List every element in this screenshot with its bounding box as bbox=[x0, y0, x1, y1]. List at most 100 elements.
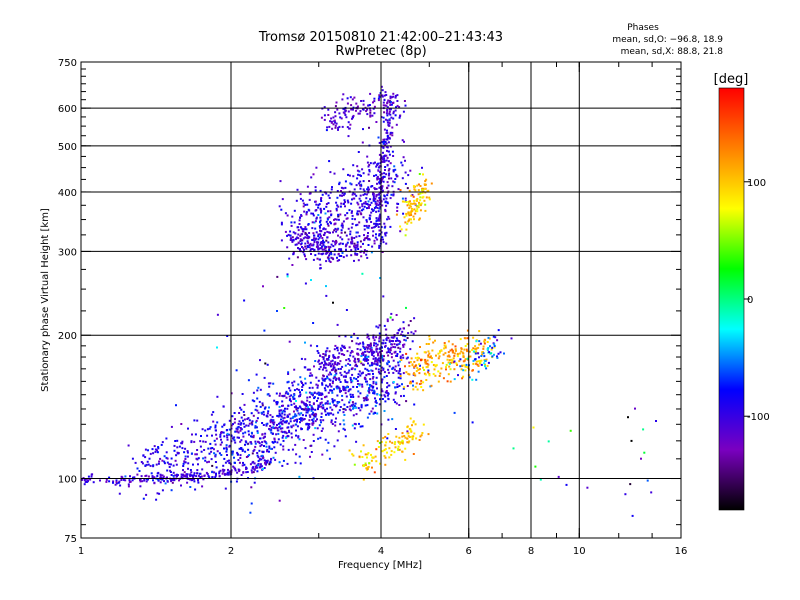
data-point bbox=[298, 455, 301, 458]
data-point bbox=[349, 230, 352, 233]
data-point bbox=[379, 171, 382, 174]
data-point bbox=[342, 389, 345, 392]
data-point bbox=[411, 208, 414, 211]
data-point bbox=[418, 439, 421, 441]
data-point bbox=[351, 424, 354, 427]
data-point bbox=[342, 168, 345, 171]
data-point bbox=[396, 355, 399, 357]
data-point bbox=[411, 202, 414, 205]
data-point bbox=[230, 424, 233, 427]
data-point bbox=[329, 365, 332, 368]
data-point bbox=[405, 201, 408, 203]
data-point bbox=[343, 370, 346, 373]
data-point bbox=[307, 408, 310, 410]
data-point bbox=[243, 403, 246, 406]
data-point bbox=[289, 239, 292, 241]
data-point bbox=[308, 386, 311, 389]
data-point bbox=[368, 169, 371, 171]
data-point bbox=[336, 439, 339, 442]
data-point bbox=[438, 375, 441, 377]
data-point bbox=[336, 394, 339, 397]
data-point bbox=[285, 396, 288, 399]
data-point bbox=[349, 233, 352, 236]
data-point bbox=[398, 436, 401, 439]
data-point bbox=[324, 377, 327, 380]
data-point bbox=[418, 372, 421, 375]
data-point bbox=[372, 209, 375, 212]
data-point bbox=[304, 447, 307, 450]
data-point bbox=[292, 424, 295, 427]
data-point bbox=[341, 194, 343, 197]
data-point bbox=[341, 224, 344, 227]
data-point bbox=[159, 481, 162, 484]
data-point bbox=[382, 238, 384, 241]
data-point bbox=[151, 448, 154, 451]
data-point bbox=[446, 355, 449, 358]
data-point bbox=[338, 183, 341, 186]
data-point bbox=[323, 118, 326, 121]
data-point bbox=[166, 461, 169, 464]
data-point bbox=[291, 381, 294, 384]
data-point bbox=[366, 256, 369, 259]
data-point bbox=[184, 475, 187, 478]
data-point bbox=[407, 212, 410, 215]
data-point bbox=[395, 435, 398, 438]
data-point bbox=[344, 435, 347, 438]
data-point bbox=[416, 366, 419, 369]
data-point bbox=[367, 345, 370, 348]
data-point bbox=[254, 425, 257, 428]
data-point bbox=[418, 203, 421, 206]
data-point bbox=[236, 471, 239, 474]
data-point bbox=[244, 431, 247, 434]
data-point bbox=[265, 460, 267, 462]
data-point bbox=[233, 421, 236, 424]
data-point bbox=[328, 125, 331, 128]
data-point bbox=[155, 498, 158, 501]
data-point bbox=[84, 481, 87, 483]
data-point bbox=[259, 359, 261, 362]
data-point bbox=[86, 480, 89, 483]
data-point bbox=[358, 197, 361, 200]
data-point bbox=[145, 493, 148, 496]
data-point bbox=[320, 247, 323, 250]
data-point bbox=[144, 464, 147, 467]
data-point bbox=[236, 436, 239, 439]
data-point bbox=[157, 478, 160, 481]
y-tick-label: 500 bbox=[58, 142, 77, 153]
data-point bbox=[355, 109, 357, 112]
data-point bbox=[183, 471, 186, 474]
data-point bbox=[319, 189, 322, 192]
data-point bbox=[346, 350, 349, 353]
data-point bbox=[314, 254, 317, 257]
data-point bbox=[180, 423, 183, 425]
data-point bbox=[286, 273, 289, 276]
data-point bbox=[373, 187, 376, 190]
data-point bbox=[257, 456, 260, 459]
data-point bbox=[497, 329, 500, 332]
data-point bbox=[263, 407, 266, 410]
data-point bbox=[363, 249, 366, 252]
data-point bbox=[378, 372, 381, 375]
data-point bbox=[231, 415, 234, 418]
data-point bbox=[299, 421, 301, 424]
data-point bbox=[165, 451, 168, 454]
data-point bbox=[366, 466, 369, 469]
data-point bbox=[381, 185, 384, 188]
data-point bbox=[424, 362, 427, 365]
data-point bbox=[368, 391, 371, 394]
y-tick-label: 400 bbox=[58, 188, 77, 199]
data-point bbox=[371, 208, 373, 211]
data-point bbox=[313, 415, 316, 418]
data-point bbox=[445, 363, 448, 366]
data-point bbox=[377, 359, 380, 362]
data-point bbox=[357, 173, 360, 176]
data-point bbox=[204, 459, 207, 462]
data-point bbox=[366, 155, 369, 158]
data-point bbox=[168, 463, 171, 466]
data-point bbox=[411, 194, 414, 196]
data-point bbox=[318, 236, 321, 239]
data-point bbox=[144, 448, 147, 451]
data-point bbox=[382, 175, 385, 178]
data-point bbox=[276, 414, 279, 417]
data-point bbox=[464, 358, 467, 361]
